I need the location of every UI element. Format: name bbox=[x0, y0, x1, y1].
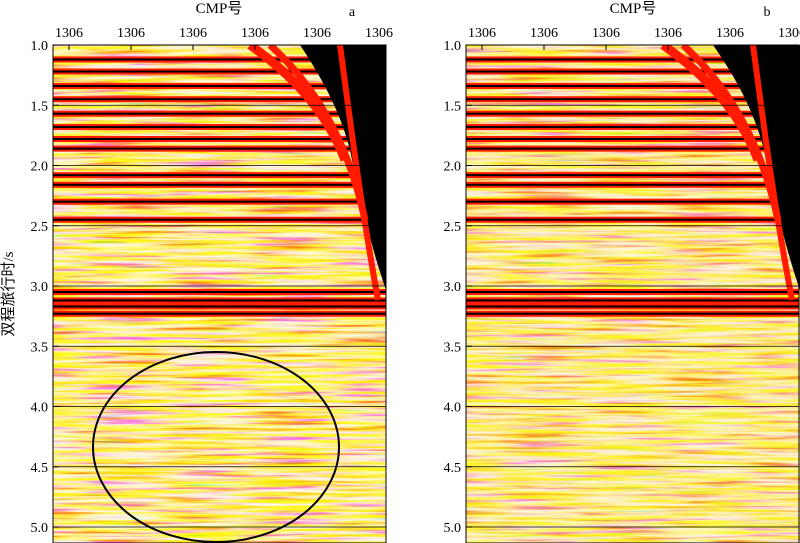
x-tick-label: 1306 bbox=[303, 26, 331, 41]
reflector-core bbox=[466, 305, 799, 308]
reflector-core bbox=[466, 112, 799, 115]
panel-label-a: a bbox=[349, 5, 356, 20]
reflector-core bbox=[53, 84, 386, 87]
reflector-core bbox=[53, 137, 386, 140]
y-tick-label: 2.0 bbox=[444, 160, 462, 175]
reflector-core bbox=[466, 98, 799, 101]
x-tick-label: 1306 bbox=[241, 26, 269, 41]
reflector-core bbox=[466, 218, 799, 221]
y-tick-label: 5.0 bbox=[444, 521, 462, 536]
x-tick-label: 1306 bbox=[117, 26, 145, 41]
x-title-b: CMP号 bbox=[610, 1, 657, 17]
x-tick-label: 1306 bbox=[778, 26, 800, 41]
y-tick-label: 1.0 bbox=[444, 39, 462, 54]
x-axis-b: 1306 1306 1306 1306 1306 1306 bbox=[468, 26, 800, 50]
reflector-core bbox=[53, 58, 386, 61]
reflector-core bbox=[53, 200, 386, 203]
fan-noise-a bbox=[247, 45, 386, 301]
y-tick-label: 2.5 bbox=[31, 220, 49, 235]
x-tick-label: 1306 bbox=[55, 26, 83, 41]
fan-noise-b bbox=[660, 45, 800, 301]
reflector-core bbox=[53, 112, 386, 115]
reflector-core bbox=[466, 312, 799, 315]
x-tick-label: 1306 bbox=[592, 26, 620, 41]
y-tick-label: 1.5 bbox=[31, 99, 49, 114]
reflector-core bbox=[53, 291, 386, 294]
x-axis-a: 1306 1306 1306 1306 1306 1306 bbox=[55, 26, 393, 50]
y-tick-label: 2.5 bbox=[444, 220, 462, 235]
y-axis-b: 1.0 1.5 2.0 2.5 3.0 3.5 4.0 4.5 5.0 bbox=[444, 39, 472, 536]
x-tick-label: 1306 bbox=[530, 26, 558, 41]
y-tick-label: 4.5 bbox=[31, 461, 49, 476]
reflector-core bbox=[53, 299, 386, 302]
reflector-core bbox=[53, 312, 386, 315]
reflector-core bbox=[466, 291, 799, 294]
reflector-core bbox=[466, 84, 799, 87]
x-title-a: CMP号 bbox=[196, 1, 243, 17]
y-tick-label: 4.0 bbox=[31, 401, 49, 416]
panel-a: 1.01.52.02.53.03.54.04.55.0 1306 1306 1306… bbox=[0, 1, 393, 543]
ellipse-annotation bbox=[92, 351, 340, 543]
y-tick-label: 3.5 bbox=[31, 340, 49, 355]
y-axis-a: 1.0 1.5 2.0 2.5 3.0 3.5 4.0 4.5 5.0 bbox=[31, 39, 59, 536]
y-tick-label: 1.0 bbox=[31, 39, 49, 54]
y-tick-label: 3.0 bbox=[444, 280, 462, 295]
y-tick-label: 3.5 bbox=[444, 340, 462, 355]
reflector-core bbox=[53, 125, 386, 128]
reflector-core bbox=[53, 183, 386, 186]
panel-label-b: b bbox=[764, 5, 771, 20]
reflector-core bbox=[53, 174, 386, 177]
reflector-core bbox=[466, 70, 799, 73]
reflector-core bbox=[466, 137, 799, 140]
y-tick-label: 3.0 bbox=[31, 280, 49, 295]
y-tick-label: 5.0 bbox=[31, 521, 49, 536]
x-tick-label: 1306 bbox=[716, 26, 744, 41]
panel-b: 1.01.52.02.53.03.54.04.55.0 1306 1306 1306… bbox=[444, 1, 800, 543]
x-tick-label: 1306 bbox=[468, 26, 496, 41]
y-tick-label: 4.0 bbox=[444, 401, 462, 416]
reflector-core bbox=[466, 58, 799, 61]
y-tick-label: 4.5 bbox=[444, 461, 462, 476]
reflectors-a bbox=[53, 56, 386, 317]
y-tick-label: 2.0 bbox=[31, 160, 49, 175]
reflector-core bbox=[466, 200, 799, 203]
reflector-core bbox=[466, 299, 799, 302]
y-title: 双程旅行时/s bbox=[0, 251, 17, 336]
x-tick-label: 1306 bbox=[179, 26, 207, 41]
x-tick-label: 1306 bbox=[654, 26, 682, 41]
reflector-core bbox=[466, 183, 799, 186]
reflector-core bbox=[53, 147, 386, 150]
x-tick-label: 1306 bbox=[365, 26, 393, 41]
reflector-core bbox=[466, 125, 799, 128]
reflector-core bbox=[466, 174, 799, 177]
reflector-core bbox=[53, 70, 386, 73]
y-tick-label: 1.5 bbox=[444, 99, 462, 114]
reflectors-b bbox=[466, 56, 799, 317]
reflector-core bbox=[53, 98, 386, 101]
reflector-core bbox=[466, 147, 799, 150]
reflector-core bbox=[53, 305, 386, 308]
reflector-core bbox=[53, 218, 386, 221]
